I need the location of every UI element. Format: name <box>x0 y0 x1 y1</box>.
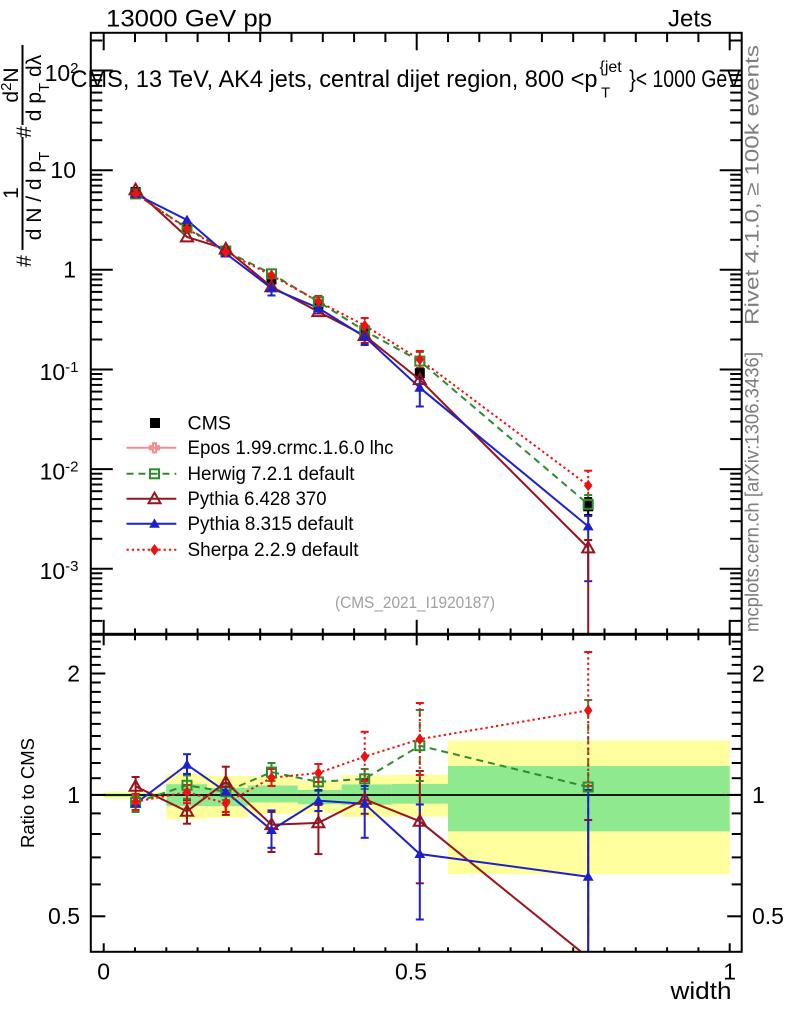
svg-text:CMS, 13 TeV, AK4 jets, central: CMS, 13 TeV, AK4 jets, central dijet reg… <box>71 66 598 93</box>
svg-text:(CMS_2021_I1920187): (CMS_2021_I1920187) <box>335 593 495 612</box>
svg-text:1: 1 <box>67 782 80 808</box>
svg-text:10: 10 <box>50 157 76 183</box>
svg-text:10: 10 <box>45 60 71 86</box>
svg-text:0: 0 <box>97 959 110 985</box>
svg-text:T: T <box>601 85 610 102</box>
svg-text:1: 1 <box>752 782 765 808</box>
svg-text:Epos 1.99.crmc.1.6.0 lhc: Epos 1.99.crmc.1.6.0 lhc <box>188 437 394 459</box>
svg-text:Ratio to CMS: Ratio to CMS <box>17 738 38 848</box>
svg-text:mcplots.cern.ch [arXiv:1306.34: mcplots.cern.ch [arXiv:1306.3436] <box>743 352 764 632</box>
svg-text:10: 10 <box>40 459 66 485</box>
svg-text:Rivet 4.1.0, ≥ 100k events: Rivet 4.1.0, ≥ 100k events <box>743 45 764 325</box>
svg-text:0.5: 0.5 <box>48 903 80 929</box>
svg-text:0.5: 0.5 <box>395 959 427 985</box>
svg-text:0.5: 0.5 <box>752 903 784 929</box>
svg-text:Pythia 8.315 default: Pythia 8.315 default <box>188 513 355 535</box>
svg-text:1: 1 <box>63 257 76 283</box>
svg-text:Pythia 6.428 370: Pythia 6.428 370 <box>188 488 327 510</box>
svg-text:1: 1 <box>0 187 23 199</box>
svg-text:width: width <box>669 978 731 1005</box>
svg-text:1: 1 <box>723 959 736 985</box>
svg-text:#: # <box>13 126 36 138</box>
svg-text:2: 2 <box>70 60 78 77</box>
svg-text:CMS: CMS <box>188 412 231 434</box>
svg-text:#: # <box>13 255 36 267</box>
svg-text:Jets: Jets <box>668 6 712 33</box>
svg-text:-3: -3 <box>65 558 78 575</box>
svg-text:d2N: d2N <box>0 67 23 102</box>
svg-text:{jet: {jet <box>600 59 623 76</box>
svg-text:-2: -2 <box>65 459 78 476</box>
svg-text:Herwig 7.2.1 default: Herwig 7.2.1 default <box>188 463 356 485</box>
svg-text:Sherpa 2.2.9 default: Sherpa 2.2.9 default <box>188 539 360 561</box>
svg-text:2: 2 <box>67 660 80 686</box>
svg-text:10: 10 <box>40 359 66 385</box>
svg-text:}< 1000 GeV: }< 1000 GeV <box>629 66 740 93</box>
svg-text:-1: -1 <box>65 359 78 376</box>
svg-text:10: 10 <box>40 558 66 584</box>
svg-text:13000 GeV pp: 13000 GeV pp <box>106 6 272 33</box>
svg-text:2: 2 <box>752 660 765 686</box>
